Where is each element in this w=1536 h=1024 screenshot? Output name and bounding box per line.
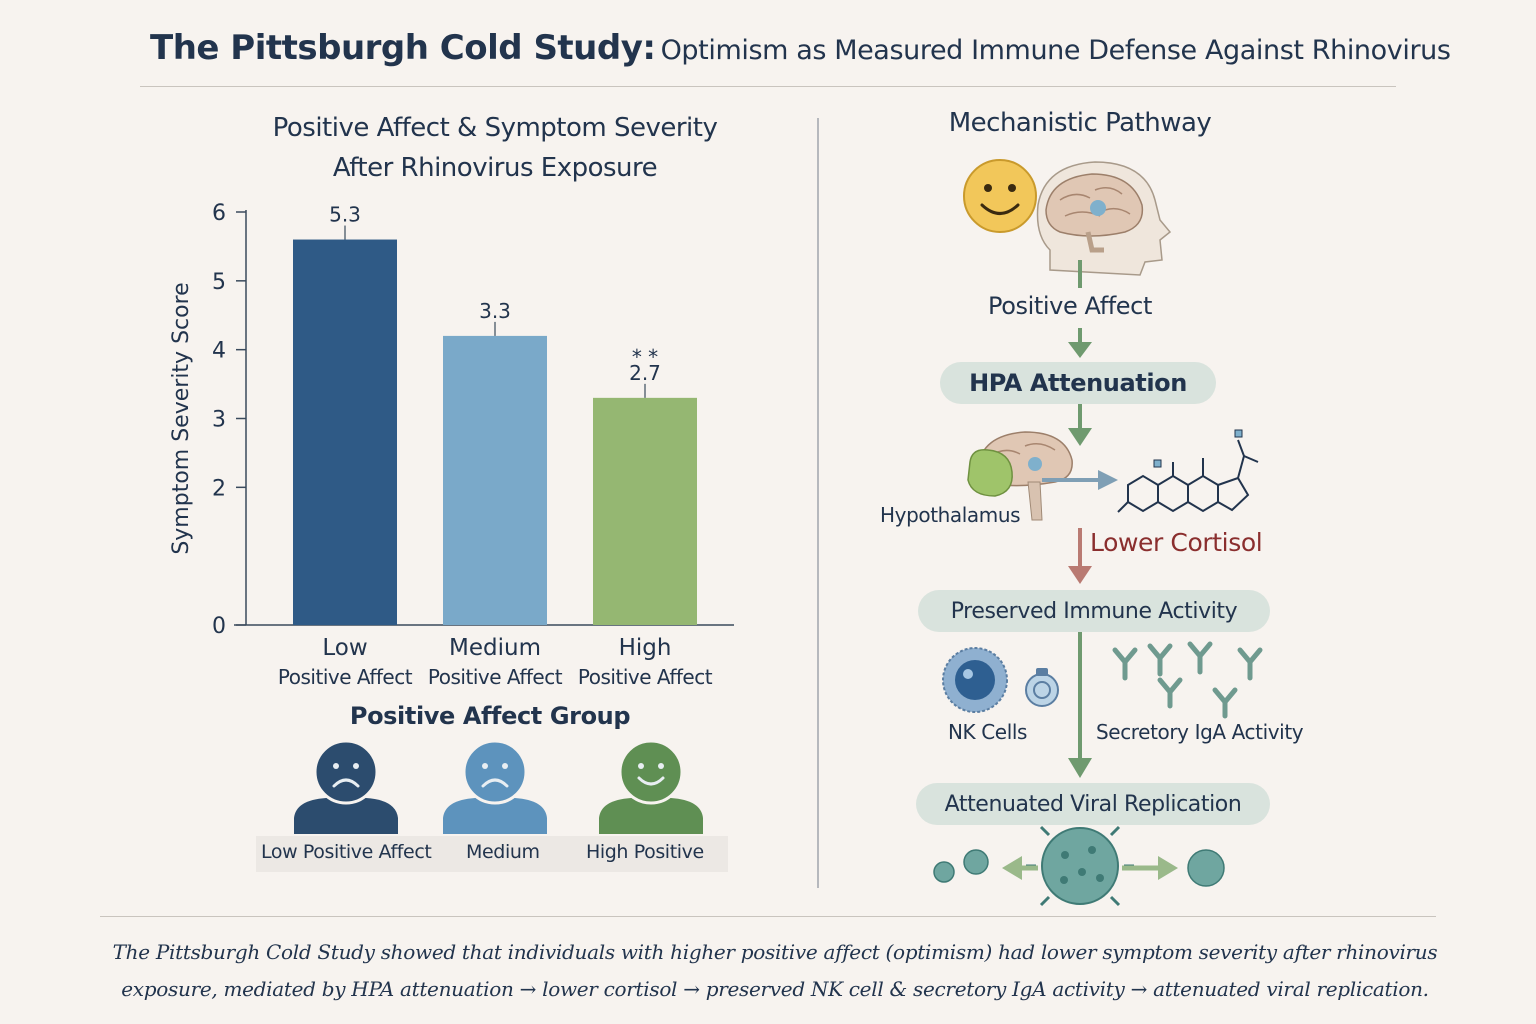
y-tick-label: 3 (212, 408, 226, 433)
face-figure-sad-icon (294, 739, 398, 834)
virus-large-icon (1026, 810, 1134, 907)
category-sublabel-0: Positive Affect (278, 665, 413, 689)
face-figure-happy-icon (599, 739, 703, 834)
positive-affect-label: Positive Affect (988, 292, 1152, 320)
bar-1 (443, 335, 547, 625)
y-tick-label: 6 (212, 201, 226, 226)
arrow-2 (1068, 328, 1092, 358)
significance-label: * * (632, 345, 658, 369)
y-axis-label: Symptom Severity Score (169, 282, 194, 554)
chart-title: Positive Affect & Symptom Severity After… (250, 108, 740, 188)
y-tick-label: 4 (212, 339, 226, 364)
face-label-medium: Medium (466, 841, 540, 863)
footer-caption: The Pittsburgh Cold Study showed that in… (110, 934, 1440, 1008)
chart-title-line-1: Positive Affect & Symptom Severity (272, 113, 718, 143)
panel-divider (817, 118, 819, 888)
category-label-1: Medium (449, 635, 541, 661)
antibodies-icon (1112, 641, 1263, 719)
page-title: The Pittsburgh Cold Study: Optimism as M… (150, 28, 1451, 68)
bar-chart: 0 2 3 4 5 6 Symptom Severity Score 5.3 Low Positi… (169, 201, 734, 689)
value-label-2: 2.7 (629, 361, 661, 385)
hypothalamus-brain-icon (967, 431, 1073, 521)
title-bold: The Pittsburgh Cold Study: (150, 28, 656, 68)
category-label-2: High (619, 635, 672, 661)
hpa-pill: HPA Attenuation (940, 362, 1216, 404)
chart-title-line-2: After Rhinovirus Exposure (332, 153, 658, 183)
y-tick-label: 5 (212, 270, 226, 295)
bar-0 (293, 239, 397, 625)
title-subtitle: Optimism as Measured Immune Defense Agai… (660, 35, 1451, 66)
viral-pill: Attenuated Viral Replication (916, 783, 1270, 825)
hypothalamus-label: Hypothalamus (880, 503, 1021, 527)
footer-line-2: exposure, mediated by HPA attenuation → … (121, 977, 1429, 1001)
head-brain-icon (1036, 161, 1172, 276)
category-sublabel-1: Positive Affect (428, 665, 563, 689)
bottom-rule (100, 916, 1436, 917)
cortisol-molecule-icon (1117, 429, 1259, 513)
face-label-high: High Positive (586, 841, 704, 863)
nk-cells-icon (942, 647, 1059, 713)
faces-legend: Low Positive Affect Medium High Positive (250, 738, 730, 878)
top-rule (140, 86, 1396, 87)
virus-spread-arrows (1002, 856, 1178, 880)
footer-line-1: The Pittsburgh Cold Study showed that in… (112, 940, 1438, 964)
face-figure-sad-icon (443, 739, 547, 834)
category-sublabel-2: Positive Affect (578, 665, 713, 689)
lower-cortisol-label: Lower Cortisol (1090, 528, 1263, 557)
iga-label: Secretory IgA Activity (1096, 720, 1304, 744)
arrow-3 (1068, 404, 1092, 446)
x-axis-title: Positive Affect Group (349, 702, 631, 730)
faces-figures (294, 739, 703, 834)
category-label-0: Low (322, 635, 367, 661)
face-label-low: Low Positive Affect (261, 841, 432, 863)
faces-label-strip (256, 836, 728, 872)
arrow-5 (1068, 630, 1092, 778)
mechanism-diagram (933, 159, 1263, 907)
arrow-4 (1068, 528, 1092, 584)
y-tick-label: 0 (212, 614, 226, 639)
y-tick-label: 2 (212, 476, 226, 501)
value-label-0: 5.3 (329, 203, 361, 227)
immune-pill: Preserved Immune Activity (918, 590, 1270, 632)
value-label-1: 3.3 (479, 299, 511, 323)
smiley-icon (963, 159, 1037, 233)
virus-small-icons (933, 849, 1225, 887)
bar-2 (593, 397, 697, 625)
arrow-cortisol (1042, 470, 1118, 490)
mechanism-title: Mechanistic Pathway (948, 108, 1212, 138)
nk-cells-label: NK Cells (948, 720, 1028, 744)
